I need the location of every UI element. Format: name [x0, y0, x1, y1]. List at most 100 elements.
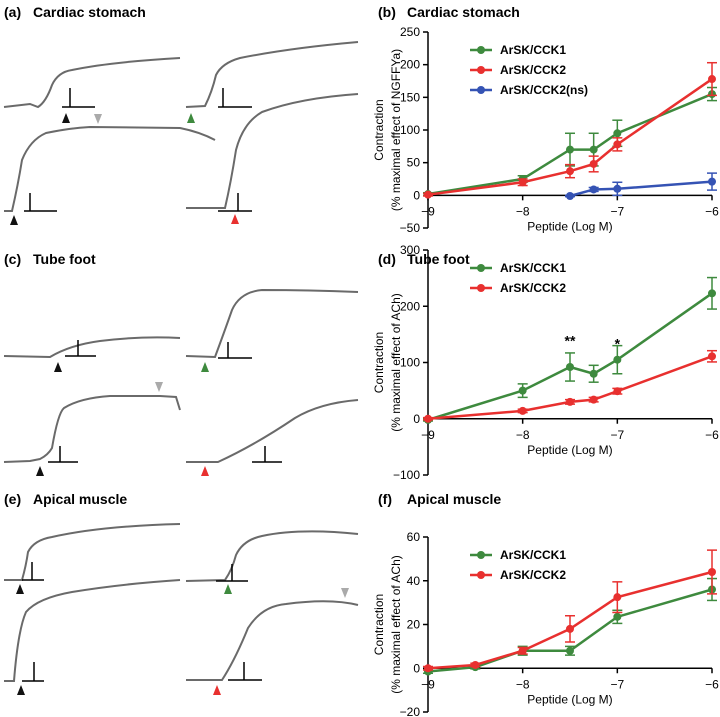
- data-point: [708, 352, 716, 361]
- data-point: [589, 395, 598, 404]
- y-axis-label-line2: (% maximal effect of ACh): [389, 555, 403, 694]
- arrow-gray-c3: [155, 382, 163, 392]
- x-axis-label: Peptide (Log M): [527, 219, 612, 233]
- y-tick-label: 300: [400, 243, 420, 257]
- y-axis-label-line2: (% maximal effect of NGFFYa): [389, 49, 403, 211]
- arrow-gray-e4: [341, 588, 349, 598]
- panel-c-letter: (c): [4, 251, 21, 267]
- legend-label: ArSK/CCK1: [500, 261, 566, 275]
- arrow-gray-a3: [94, 114, 102, 124]
- panel-c-title: (c) Tube foot: [4, 251, 96, 267]
- y-tick-label: 250: [400, 25, 420, 39]
- arrow-black-e1: [16, 584, 24, 594]
- x-tick-label: −6: [705, 677, 719, 691]
- arrow-black-c1: [54, 362, 62, 372]
- y-tick-label: 150: [400, 90, 420, 104]
- y-tick-label: −100: [393, 468, 420, 482]
- panel-e-title: (e) Apical muscle: [4, 491, 127, 507]
- data-point: [708, 289, 716, 298]
- y-axis-label-line2: (% maximal effect of ACh): [389, 293, 403, 432]
- data-point: [708, 568, 716, 576]
- scale-bars: [22, 88, 282, 682]
- series-arsk-cck2: ArSK/CCK2: [423, 549, 717, 673]
- y-tick-label: 60: [407, 530, 421, 544]
- legend-marker: [477, 46, 485, 54]
- data-point: [613, 355, 622, 364]
- data-point: [518, 178, 527, 187]
- panel-a-letter: (a): [4, 4, 21, 20]
- data-point: [589, 145, 598, 154]
- x-axis-label: Peptide (Log M): [527, 692, 612, 706]
- scale-bar-e4: [228, 662, 262, 681]
- series-line: [427, 78, 713, 196]
- y-tick-label: 0: [413, 188, 420, 202]
- arrow-green-e2: [224, 584, 232, 594]
- x-tick-label: −6: [705, 204, 719, 218]
- series-line: [427, 355, 713, 420]
- y-axis-label-line1: Contraction: [372, 594, 386, 655]
- series-arsk-cck1: ArSK/CCK1: [423, 548, 717, 676]
- panel-e-letter: (e): [4, 491, 21, 507]
- series-line: [569, 180, 713, 198]
- y-tick-label: 0: [413, 661, 420, 675]
- panel-c-label: Tube foot: [33, 251, 96, 267]
- panel-a-title: (a) Cardiac stomach: [4, 4, 146, 20]
- data-point: [566, 646, 574, 655]
- x-tick-label: −8: [516, 677, 530, 691]
- x-tick-label: −9: [421, 677, 435, 691]
- data-point: [424, 664, 432, 673]
- data-point: [424, 190, 432, 199]
- legend-label: ArSK/CCK2(ns): [500, 83, 588, 97]
- trace-a1: [3, 57, 181, 109]
- data-point: [613, 593, 622, 602]
- x-tick-label: −7: [610, 204, 624, 218]
- series-arsk-cck1: ArSK/CCK1: [423, 261, 717, 424]
- legend-label: ArSK/CCK2: [500, 63, 566, 77]
- series-line: [427, 588, 713, 673]
- data-point: [566, 167, 574, 176]
- legend-marker: [477, 551, 485, 559]
- trace-a4: [186, 93, 359, 209]
- trace-a3: [4, 125, 216, 212]
- chart-b-title: Cardiac stomach: [407, 4, 520, 20]
- scale-bar-e1: [22, 562, 44, 581]
- chart-f: (f) Apical muscle −20 0 20 40 60 −9 −8 −7 −6 Peptid…: [372, 491, 719, 717]
- scale-bar-c2: [218, 342, 252, 359]
- data-point: [566, 397, 574, 406]
- data-point: [613, 140, 622, 149]
- scale-bar-c3: [48, 446, 78, 463]
- panel-e-label: Apical muscle: [33, 491, 127, 507]
- arrow-red-a4: [231, 214, 239, 224]
- y-tick-label: −20: [400, 705, 421, 717]
- legend-marker: [477, 66, 485, 74]
- y-axis-label-line1: Contraction: [372, 332, 386, 393]
- scale-bar-a3: [24, 193, 57, 212]
- scale-bar-a4: [218, 193, 252, 212]
- chart-d: (d) Tube foot −100 0 100 200 300 −9 −8 −7 −6 Peptid…: [372, 243, 719, 482]
- y-tick-label: 200: [400, 299, 420, 313]
- legend-label: ArSK/CCK2: [500, 281, 566, 295]
- y-tick-label: 200: [400, 58, 420, 72]
- y-tick-label: −50: [400, 221, 421, 235]
- trace-e3: [4, 579, 181, 682]
- legend-marker: [477, 264, 485, 272]
- data-point: [566, 363, 574, 371]
- panel-a-label: Cardiac stomach: [33, 4, 146, 20]
- legend-marker: [477, 284, 485, 292]
- scale-bar-e2: [216, 564, 248, 582]
- legend-label: ArSK/CCK1: [500, 43, 566, 57]
- data-point: [613, 387, 622, 396]
- data-point: [471, 660, 480, 669]
- significance-marker: *: [615, 335, 621, 351]
- trace-c1: [3, 336, 181, 359]
- scale-bar-c4: [252, 446, 282, 463]
- x-tick-label: −7: [610, 428, 624, 442]
- data-point: [708, 75, 716, 84]
- arrow-black-a3: [10, 215, 18, 225]
- data-point: [589, 369, 598, 378]
- scale-bar-a1: [62, 88, 95, 108]
- scale-bar-a2: [218, 88, 252, 108]
- series-arsk-cck2: ArSK/CCK2: [423, 61, 717, 199]
- chart-d-title: Tube foot: [407, 251, 470, 267]
